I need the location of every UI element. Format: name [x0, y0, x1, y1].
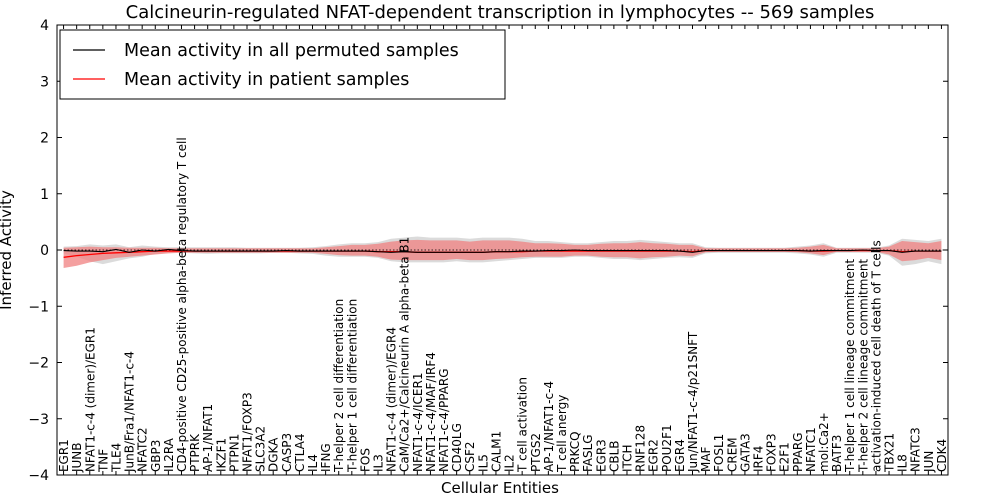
x-tick-label: FASLG: [581, 434, 595, 472]
x-tick-label: CASP3: [280, 433, 294, 472]
x-tick-label: NFATC1: [804, 427, 818, 472]
x-tick-label: IL5: [476, 454, 490, 472]
x-tick-label: IL2RA: [162, 437, 176, 472]
x-tick-label: RNF128: [634, 425, 648, 472]
x-tick-label: CREM: [725, 437, 739, 472]
x-tick-label: T-helper 2 cell differentiation: [332, 299, 346, 473]
x-tick-label: T-helper 1 cell differentiation: [345, 299, 359, 473]
x-tick-label: GBP3: [149, 440, 163, 472]
x-tick-label: NFAT1-c-4 (dimer)/EGR4: [385, 327, 399, 472]
x-tick-label: MAF: [699, 446, 713, 472]
x-tick-label: JUN: [922, 451, 936, 473]
x-tick-label: IL4: [306, 454, 320, 472]
x-tick-label: DGKA: [267, 437, 281, 472]
plot-area: [57, 236, 948, 268]
x-axis-label: Cellular Entities: [441, 479, 559, 497]
x-tick-label: FOSL1: [712, 434, 726, 472]
x-tick-label: CDK4: [935, 439, 949, 472]
x-tick-label: activation-induced cell death of T cells: [869, 240, 883, 472]
y-tick-label: 2: [40, 131, 49, 147]
x-tick-label: PTPN1: [227, 434, 241, 472]
x-tick-label: IL3: [372, 454, 386, 472]
y-tick-label: −2: [28, 356, 49, 372]
x-tick-label: NFAT1-c-4/ICER1: [411, 373, 425, 472]
x-tick-label: TBX21: [883, 433, 897, 473]
x-tick-label: FOXP3: [765, 433, 779, 472]
x-tick-label: GATA3: [738, 433, 752, 472]
x-tick-label: IKZF1: [214, 438, 228, 472]
x-tick-label: IFNG: [319, 443, 333, 472]
x-tick-label: EGR2: [647, 439, 661, 472]
x-tick-label: T cell activation: [516, 377, 530, 473]
x-tick-label: CSF2: [463, 441, 477, 472]
x-tick-label: ITCH: [621, 444, 635, 472]
legend: Mean activity in all permuted samples Mea…: [59, 29, 506, 100]
legend-label: Mean activity in all permuted samples: [124, 41, 459, 61]
x-tick-label: AP-1/NFAT1: [201, 404, 215, 472]
x-tick-label: IL8: [896, 454, 910, 472]
x-tick-label: AP-1/NFAT1-c-4: [542, 381, 556, 472]
x-tick-label: PTPRK: [188, 433, 202, 472]
x-tick-label: Jun/NFAT1-c-4/p21SNFT: [686, 331, 700, 473]
x-tick-label: NFAT1-c-4/PPARG: [437, 368, 451, 472]
x-tick-label: IRF4: [752, 446, 766, 472]
y-tick-label: 1: [40, 187, 49, 203]
x-tick-label: PTGS2: [529, 433, 543, 472]
x-tick-label: NFATC3: [909, 427, 923, 472]
x-tick-label: CD4-positive CD25-positive alpha-beta re…: [175, 137, 189, 472]
permuted-mean-line: [63, 248, 942, 253]
y-tick-label: 3: [40, 74, 49, 90]
x-tick-label: NFAT1/FOXP3: [241, 392, 255, 472]
y-tick-label: −4: [28, 468, 49, 484]
x-tick-label: EGR3: [594, 439, 608, 472]
x-tick-label: JunB/Fra1/NFAT1-c-4: [123, 351, 137, 473]
y-tick-label: −3: [28, 412, 49, 428]
x-tick-label: EGR1: [57, 439, 71, 472]
x-tick-label: NFAT1-c-4 (dimer)/EGR1: [83, 327, 97, 472]
x-tick-label: IL2: [503, 454, 517, 472]
x-tick-label: CALM1: [489, 431, 503, 472]
legend-label: Mean activity in patient samples: [124, 70, 409, 90]
y-tick-label: −1: [28, 299, 49, 315]
patient-confidence-band: [63, 239, 942, 268]
y-axis-label: Inferred Activity: [0, 190, 15, 310]
x-tick-label: POU2F1: [660, 424, 674, 472]
legend-box: [59, 29, 506, 100]
x-tick-label: NFATC2: [136, 427, 150, 472]
y-tick-label: 4: [40, 18, 49, 34]
x-tick-label: FOS: [358, 448, 372, 472]
x-tick-label: JUNB: [70, 443, 84, 474]
x-tick-label: EGR4: [673, 439, 687, 472]
x-tick-label: BATF3: [830, 435, 844, 472]
x-tick-label: SLC3A2: [254, 426, 268, 472]
x-tick-label: PRKCQ: [568, 431, 582, 472]
y-tick-label: 0: [40, 243, 49, 259]
x-tick-label: TNF: [96, 449, 110, 473]
x-tick-label: CTLA4: [293, 433, 307, 472]
x-tick-label: CD40LG: [450, 423, 464, 472]
x-tick-label: mol:Ca2+: [817, 412, 831, 472]
x-tick-label: T-helper 2 cell lineage commitment: [856, 259, 870, 473]
chart-title: Calcineurin-regulated NFAT-dependent tra…: [126, 2, 875, 23]
x-tick-label: CaM/Ca2+/Calcineurin A alpha-beta B1: [398, 237, 412, 472]
x-tick-label: TLE4: [110, 443, 124, 473]
x-tick-label: CBLB: [607, 440, 621, 472]
x-tick-label: T cell anergy: [555, 395, 569, 473]
x-tick-label: E2F1: [778, 442, 792, 472]
x-tick-label: T-helper 1 cell lineage commitment: [843, 259, 857, 473]
x-tick-label: PPARG: [791, 432, 805, 472]
x-tick-label: NFAT1-c-4/MAF/IRF4: [424, 352, 438, 472]
